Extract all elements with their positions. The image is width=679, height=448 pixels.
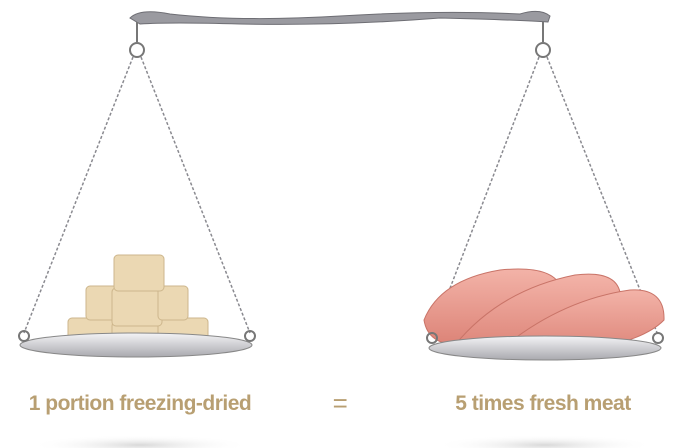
floor-shadow-right xyxy=(435,435,655,448)
right-pan-ring xyxy=(652,332,664,344)
left-ring xyxy=(129,42,145,58)
left-pan-ring xyxy=(18,330,30,342)
chains xyxy=(23,56,659,336)
right-pan-ring xyxy=(426,332,438,344)
cube xyxy=(157,285,189,321)
right-caption: 5 times fresh meat xyxy=(455,392,631,415)
chain xyxy=(140,56,251,334)
left-pan-ring xyxy=(244,330,256,342)
scale-beam xyxy=(129,10,551,25)
right-pan xyxy=(428,335,662,361)
cube xyxy=(113,254,165,292)
left-pan xyxy=(19,332,253,358)
chain xyxy=(23,56,134,334)
fresh-meat xyxy=(423,268,665,355)
cube xyxy=(111,287,163,327)
right-ring xyxy=(535,42,551,58)
floor-shadow-left xyxy=(30,435,250,448)
left-caption: 1 portion freezing-dried xyxy=(28,392,252,415)
equals-sign: = xyxy=(332,388,348,418)
